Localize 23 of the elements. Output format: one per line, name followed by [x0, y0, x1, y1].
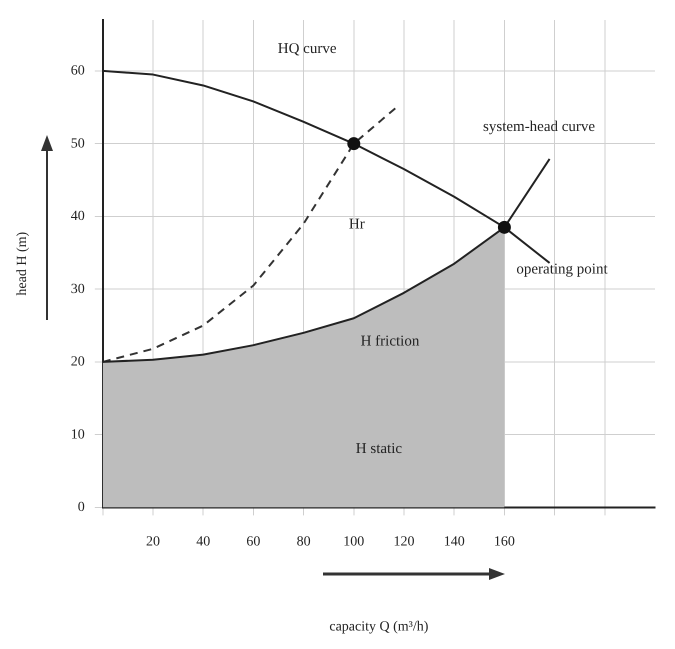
- y-tick-label: 40: [70, 209, 85, 224]
- y-tick-label: 20: [70, 354, 85, 370]
- x-tick-label: 60: [246, 534, 260, 550]
- y-tick-label: 10: [70, 427, 85, 442]
- x-tick-label: 80: [296, 534, 311, 550]
- x-tick-label: 20: [146, 534, 160, 550]
- x-tick-label: 120: [394, 534, 414, 550]
- y-tick-label: 50: [70, 136, 85, 152]
- annotation: operating point: [516, 261, 608, 278]
- annotation: Hr: [348, 216, 365, 233]
- y-tick-label: 30: [70, 282, 85, 297]
- annotation: H friction: [360, 334, 420, 350]
- y-axis-title: head H (m): [15, 231, 30, 296]
- x-tick-label: 160: [494, 534, 515, 550]
- x-axis-title: capacity Q (m³/h): [329, 619, 429, 634]
- y-tick-label: 60: [70, 64, 85, 79]
- annotation: H static: [356, 440, 402, 457]
- y-tick-label: 0: [78, 500, 85, 516]
- x-tick-label: 140: [444, 534, 465, 550]
- x-tick-label: 100: [343, 534, 364, 550]
- annotation: HQ curve: [278, 41, 337, 58]
- x-tick-label: 40: [196, 534, 210, 550]
- annotation: system-head curve: [483, 119, 596, 136]
